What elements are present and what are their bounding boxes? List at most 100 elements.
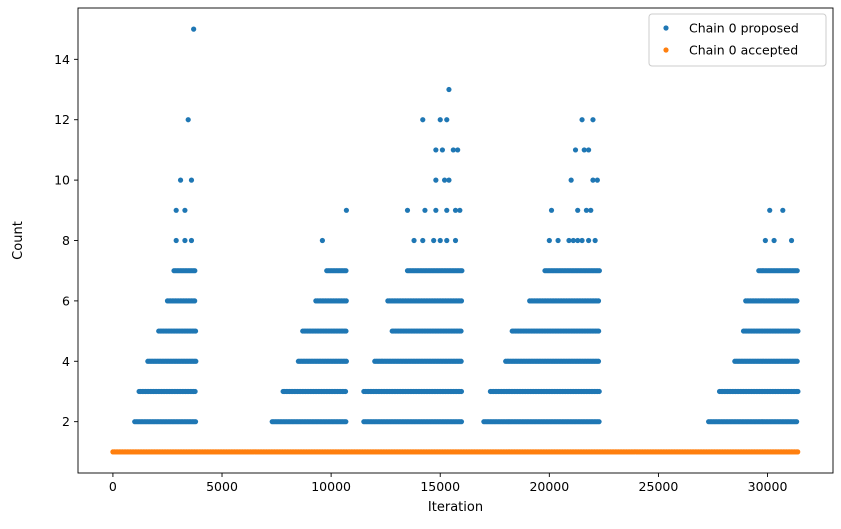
legend-marker <box>663 47 669 53</box>
y-tick-label: 8 <box>62 233 70 248</box>
data-point <box>446 86 452 93</box>
data-point <box>458 328 464 334</box>
data-point <box>458 358 464 364</box>
data-point <box>433 177 439 183</box>
data-point <box>177 177 184 183</box>
data-point <box>343 419 349 425</box>
data-point <box>795 388 801 395</box>
data-point <box>588 207 594 213</box>
x-tick-label: 20000 <box>529 479 569 494</box>
data-point <box>450 147 456 153</box>
data-point <box>319 237 325 244</box>
data-point <box>173 237 179 244</box>
data-point <box>555 237 561 244</box>
data-point <box>581 147 587 153</box>
data-point <box>343 207 349 213</box>
data-point <box>767 207 773 213</box>
data-point <box>192 419 199 425</box>
data-point <box>192 298 198 304</box>
data-point <box>446 177 452 183</box>
data-point <box>586 147 592 153</box>
data-point <box>546 237 552 244</box>
data-point <box>595 298 602 304</box>
data-point <box>411 237 417 244</box>
data-point <box>192 388 198 395</box>
data-point <box>192 268 198 274</box>
y-tick-label: 14 <box>54 52 70 67</box>
data-point <box>452 207 459 213</box>
data-point <box>433 147 439 153</box>
legend: Chain 0 proposed Chain 0 accepted <box>648 13 827 67</box>
data-point <box>795 328 801 334</box>
x-tick-label: 30000 <box>748 479 788 494</box>
data-point <box>458 298 465 304</box>
data-point <box>457 207 463 213</box>
data-point <box>788 237 795 244</box>
data-point <box>595 358 602 364</box>
y-tick-label: 2 <box>62 414 70 429</box>
data-point <box>433 207 439 213</box>
y-tick-label: 10 <box>54 173 70 188</box>
data-point <box>583 207 590 213</box>
data-point <box>575 207 581 213</box>
plot-area <box>110 26 801 455</box>
data-point <box>173 207 179 213</box>
data-point <box>794 268 800 274</box>
data-point <box>439 147 446 153</box>
data-point <box>444 207 450 213</box>
legend-label: Chain 0 proposed <box>689 21 799 36</box>
data-point <box>191 26 197 32</box>
x-tick-label: 5000 <box>206 479 238 494</box>
data-point <box>441 177 448 183</box>
data-point <box>592 237 598 244</box>
data-point <box>343 358 349 364</box>
data-point <box>458 419 465 425</box>
data-point <box>444 237 450 244</box>
x-tick-label: 10000 <box>311 479 351 494</box>
data-point <box>188 177 195 183</box>
data-point <box>575 237 581 244</box>
data-point <box>596 328 602 334</box>
x-tick-label: 25000 <box>639 479 679 494</box>
data-point <box>458 388 465 395</box>
data-point <box>590 117 596 123</box>
data-point <box>586 237 592 244</box>
data-point <box>794 419 800 425</box>
data-point <box>343 298 349 304</box>
y-tick-label: 6 <box>62 293 70 308</box>
data-point <box>579 237 585 244</box>
data-point <box>342 388 349 395</box>
data-point <box>762 237 768 244</box>
x-axis-label: Iteration <box>428 500 483 515</box>
data-point <box>566 237 572 244</box>
data-point <box>596 419 602 425</box>
y-tick-label: 12 <box>54 112 70 127</box>
data-point <box>343 328 349 334</box>
data-point <box>572 147 579 153</box>
data-point <box>596 268 602 274</box>
data-point <box>422 207 428 213</box>
data-point <box>182 207 188 213</box>
data-point <box>343 268 349 274</box>
data-point <box>193 358 199 364</box>
data-point <box>404 207 411 213</box>
y-tick-label: 4 <box>62 354 70 369</box>
data-point <box>794 298 800 304</box>
data-point <box>420 237 426 244</box>
data-point <box>594 177 600 183</box>
data-point <box>795 449 801 455</box>
series-0 <box>132 26 801 425</box>
data-point <box>548 207 555 213</box>
data-point <box>437 237 443 244</box>
data-point <box>459 268 465 274</box>
data-point <box>771 237 777 244</box>
data-point <box>431 237 437 244</box>
data-point <box>420 117 426 123</box>
data-point <box>192 328 199 334</box>
series-1 <box>110 449 801 455</box>
data-point <box>570 237 576 244</box>
data-point <box>188 237 195 244</box>
x-tick-label: 15000 <box>420 479 460 494</box>
